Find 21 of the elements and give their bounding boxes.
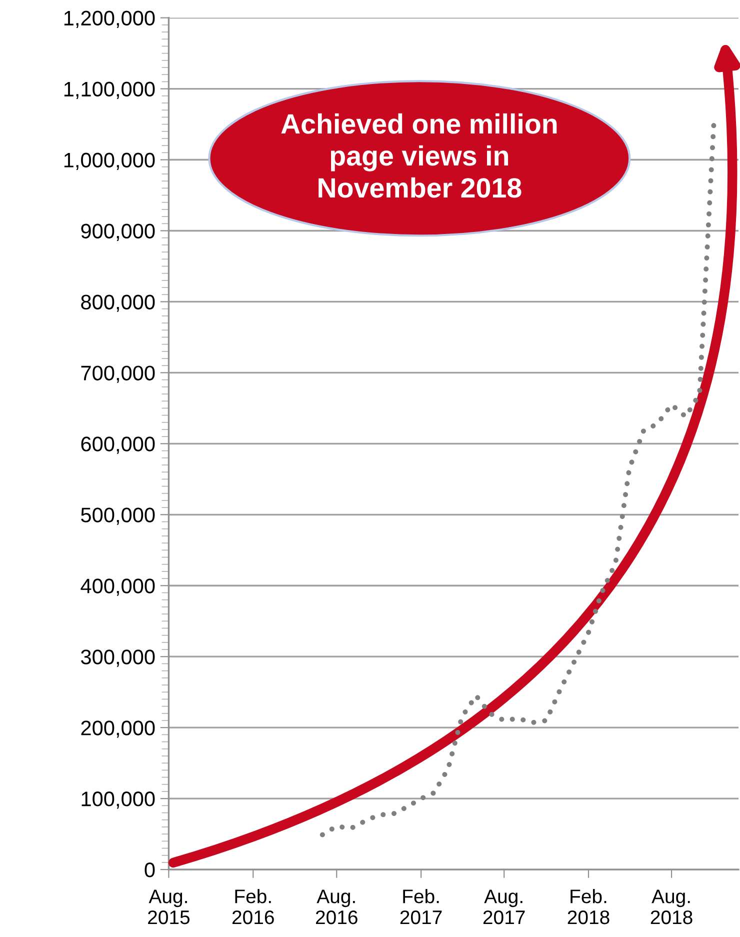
y-tick-label: 1,000,000 (64, 152, 155, 170)
y-tick-label: 400,000 (80, 578, 155, 596)
x-tick-label: Aug. 2015 (148, 890, 190, 924)
annotation: Achieved one million page views in November 2018 (281, 113, 557, 198)
y-tick-label: 900,000 (81, 224, 155, 241)
x-tick-label: Feb. 2016 (232, 888, 274, 924)
x-tick-label: Aug. 2016 (316, 890, 358, 924)
x-tick-label: Aug. 2017 (483, 890, 525, 924)
y-tick-label: 0 (144, 862, 155, 878)
y-tick-label: 600,000 (81, 436, 155, 454)
x-tick-label: Feb. 2018 (568, 888, 610, 924)
y-tick-label: 500,000 (81, 508, 155, 525)
x-tick-label: Feb. 2017 (400, 888, 442, 924)
y-tick-label: 700,000 (81, 366, 155, 383)
y-tick-label: 300,000 (81, 650, 155, 667)
y-tick-label: 200,000 (81, 720, 155, 738)
x-tick-label: Aug. 2018 (650, 890, 692, 924)
y-tick-label: 1,100,000 (64, 82, 155, 99)
y-tick-label: 800,000 (81, 294, 155, 312)
y-tick-label: 100,000 (82, 792, 155, 809)
y-tick-label: 1,200,000 (64, 10, 155, 28)
